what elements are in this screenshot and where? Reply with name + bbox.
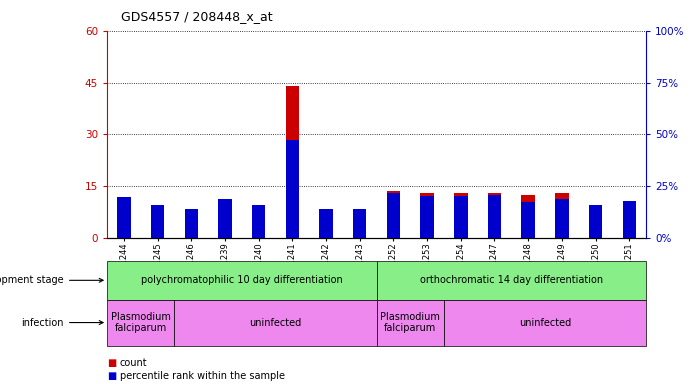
Bar: [377, 300, 444, 346]
Bar: [522, 202, 535, 238]
Bar: [555, 199, 569, 238]
Bar: [218, 199, 231, 238]
Bar: [117, 209, 131, 238]
Text: ■: ■: [107, 371, 116, 381]
Bar: [589, 205, 603, 238]
Bar: [285, 86, 299, 238]
Text: ■: ■: [107, 358, 116, 368]
Bar: [444, 300, 646, 346]
Bar: [454, 193, 468, 238]
Text: uninfected: uninfected: [519, 318, 571, 328]
Bar: [107, 300, 174, 346]
Bar: [285, 140, 299, 238]
Text: infection: infection: [21, 318, 103, 328]
Text: development stage: development stage: [0, 275, 103, 285]
Bar: [623, 201, 636, 238]
Bar: [555, 193, 569, 238]
Text: polychromatophilic 10 day differentiation: polychromatophilic 10 day differentiatio…: [141, 275, 343, 285]
Bar: [184, 209, 198, 238]
Bar: [151, 214, 164, 238]
Bar: [117, 197, 131, 238]
Bar: [387, 194, 400, 238]
Text: percentile rank within the sample: percentile rank within the sample: [120, 371, 285, 381]
Bar: [174, 300, 377, 346]
Bar: [522, 195, 535, 238]
Text: Plasmodium
falciparum: Plasmodium falciparum: [380, 312, 440, 333]
Bar: [589, 210, 603, 238]
Bar: [184, 216, 198, 238]
Bar: [454, 195, 468, 238]
Bar: [319, 209, 333, 238]
Bar: [420, 193, 434, 238]
Bar: [377, 261, 646, 300]
Text: uninfected: uninfected: [249, 318, 302, 328]
Text: Plasmodium
falciparum: Plasmodium falciparum: [111, 312, 171, 333]
Bar: [488, 195, 501, 238]
Text: GDS4557 / 208448_x_at: GDS4557 / 208448_x_at: [121, 10, 272, 23]
Bar: [387, 191, 400, 238]
Bar: [252, 212, 265, 238]
Bar: [420, 195, 434, 238]
Bar: [151, 205, 164, 238]
Bar: [218, 209, 231, 238]
Bar: [623, 209, 636, 238]
Bar: [319, 216, 333, 238]
Bar: [353, 216, 366, 238]
Text: count: count: [120, 358, 147, 368]
Bar: [107, 261, 377, 300]
Text: orthochromatic 14 day differentiation: orthochromatic 14 day differentiation: [419, 275, 603, 285]
Bar: [488, 193, 501, 238]
Bar: [353, 209, 366, 238]
Bar: [252, 205, 265, 238]
